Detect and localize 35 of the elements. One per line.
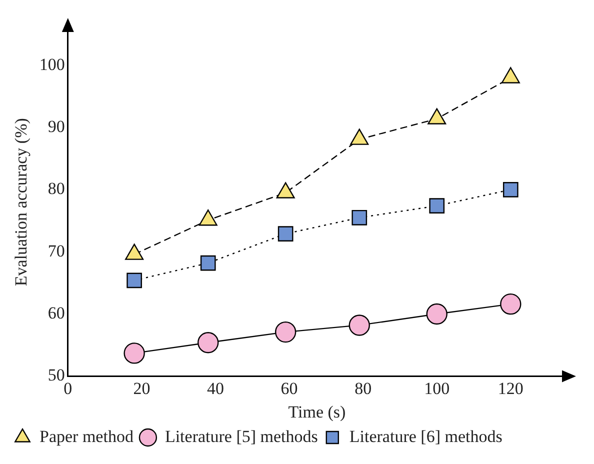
x-tick-label: 60	[280, 378, 298, 398]
legend-label: Paper method	[40, 426, 134, 446]
x-tick-label: 0	[64, 378, 72, 398]
point	[124, 342, 145, 364]
x-tick-label: 80	[354, 378, 372, 398]
x-axis-title: Time (s)	[288, 402, 346, 422]
y-axis-title: Evaluation accuracy (%)	[12, 118, 31, 286]
y-tick-label: 50	[48, 366, 65, 385]
point	[428, 108, 446, 124]
y-tick-label: 60	[48, 303, 65, 322]
x-tick-label: 120	[498, 378, 524, 398]
x-tick-label: 40	[206, 378, 224, 398]
point	[350, 128, 369, 145]
point	[502, 182, 518, 198]
y-tick-label: 80	[48, 179, 65, 198]
legend-label: Literature [5] methods	[164, 426, 318, 446]
y-tick-label: 100	[39, 54, 65, 74]
legend-label: Literature [6] methods	[349, 426, 502, 446]
point	[429, 198, 445, 214]
y-tick-label: 70	[48, 241, 65, 260]
y-tick-label: 90	[48, 116, 65, 136]
point	[278, 226, 294, 242]
point	[126, 272, 142, 288]
x-tick-label: 20	[133, 378, 150, 398]
point	[426, 303, 448, 325]
point	[501, 67, 520, 84]
point	[348, 314, 370, 336]
point	[276, 182, 295, 198]
point	[200, 255, 216, 271]
x-tick-label: 100	[424, 378, 450, 398]
point	[274, 321, 296, 343]
point	[352, 210, 368, 226]
point	[198, 210, 218, 226]
point	[198, 332, 219, 354]
point	[500, 293, 522, 315]
